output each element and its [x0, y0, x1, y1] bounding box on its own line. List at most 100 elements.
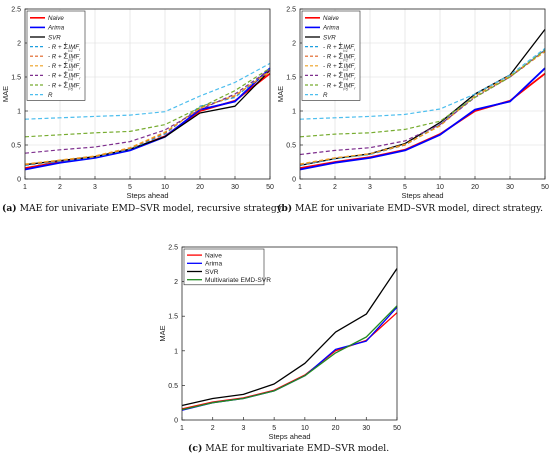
axes-box	[181, 246, 398, 421]
y-tick-label: 1	[17, 109, 21, 116]
series-line-b-8	[299, 47, 546, 120]
chart-panel-b: 1 2 3 5 10 20 30 50 0 0.5 1 1.5 2 2.5 Steps ahead MAE Na…	[275, 0, 550, 218]
legend-label: Naive	[205, 252, 222, 259]
x-tick-label: 20	[196, 184, 204, 191]
legend-label: - R + Σi=31 IMFi	[48, 61, 81, 72]
legend-label: Multivariate EMD-SVR	[205, 277, 271, 284]
legend-label: SVR	[205, 269, 219, 276]
x-axis-label: Steps ahead	[268, 432, 310, 441]
y-tick-label: 2.5	[286, 7, 296, 14]
axes-box	[299, 8, 546, 180]
series-line-b-5	[299, 51, 546, 165]
series-line-a-4	[24, 70, 271, 166]
x-tick-label: 1	[23, 184, 27, 191]
y-axis-label: MAE	[276, 86, 285, 102]
x-tick-label: 3	[241, 425, 245, 432]
x-tick-label: 50	[266, 184, 274, 191]
x-tick-label: 10	[436, 184, 444, 191]
x-tick-label: 1	[298, 184, 302, 191]
series-line-b-1	[299, 67, 546, 171]
caption-b-tag: (b)	[277, 203, 293, 214]
y-tick-label: 1	[174, 348, 178, 355]
caption-c-text: MAE for multivariate EMD–SVR model.	[205, 443, 390, 454]
legend-a: Naive Arima SVR- R + Σi=11 IMFi- R + Σi=21 I…	[26, 10, 86, 101]
y-tick-label: 1.5	[11, 75, 21, 82]
caption-a: (a) MAE for univariate EMD–SVR model, re…	[2, 203, 284, 214]
legend-label: Arima	[322, 25, 340, 32]
legend-label: Arima	[47, 25, 65, 32]
series-line-a-6	[24, 69, 271, 154]
series-line-b-7	[299, 49, 546, 138]
series-line-c-2	[181, 268, 398, 407]
chart-c-svg: 1 2 3 5 10 20 30 50 0 0.5 1 1.5 2 2.5 Steps ahead MAE Na…	[158, 245, 401, 442]
y-tick-label: 2.5	[168, 245, 178, 252]
axes-box	[24, 8, 271, 180]
x-tick-label: 30	[506, 184, 514, 191]
caption-b-text: MAE for univariate EMD–SVR model, direct…	[295, 203, 544, 214]
legend-label: Naive	[48, 15, 64, 22]
series-line-c-3	[181, 305, 398, 411]
caption-b: (b) MAE for univariate EMD–SVR model, di…	[277, 203, 543, 214]
chart-a-svg: 1 2 3 5 10 20 30 50 0 0.5 1 1.5 2 2.5 Steps ahead MAE Na…	[1, 7, 274, 201]
series-line-a-3	[24, 68, 271, 166]
legend-b: Naive Arima SVR- R + Σi=11 IMFi- R + Σi=21 I…	[301, 10, 361, 101]
legend-label: - R + Σi=11 IMFi	[323, 42, 355, 53]
x-tick-label: 20	[471, 184, 479, 191]
x-tick-label: 10	[301, 425, 309, 432]
legend-label: - R + Σi=31 IMFi	[323, 61, 356, 72]
legend-label: SVR	[48, 34, 61, 41]
chart-panel-c: 1 2 3 5 10 20 30 50 0 0.5 1 1.5 2 2.5 Steps ahead MAE Na…	[150, 237, 410, 459]
y-tick-label: 2	[17, 41, 21, 48]
x-tick-label: 50	[541, 184, 549, 191]
x-axis-label: Steps ahead	[401, 191, 443, 200]
x-tick-label: 3	[368, 184, 372, 191]
legend-label: R	[48, 92, 53, 99]
x-tick-label: 50	[393, 425, 401, 432]
x-tick-label: 2	[58, 184, 62, 191]
y-tick-label: 0	[174, 418, 178, 425]
legend-label: Arima	[205, 261, 223, 268]
chart-panel-a: 1 2 3 5 10 20 30 50 0 0.5 1 1.5 2 2.5 Steps ahead MAE Na…	[0, 0, 284, 218]
y-tick-label: 0	[292, 177, 296, 184]
caption-a-text: MAE for univariate EMD–SVR model, recurs…	[19, 203, 284, 214]
x-tick-label: 5	[272, 425, 276, 432]
y-tick-label: 1.5	[168, 314, 178, 321]
y-tick-label: 0.5	[11, 143, 21, 150]
legend-label: - R + Σi=21 IMFi	[323, 52, 356, 63]
series-line-a-5	[24, 71, 271, 165]
legend-label: Naive	[323, 15, 339, 22]
x-tick-label: 10	[161, 184, 169, 191]
y-tick-label: 1	[292, 109, 296, 116]
y-tick-label: 1.5	[286, 75, 296, 82]
legend-label: - R + Σi=41 IMFi	[323, 71, 356, 82]
y-tick-label: 2	[174, 279, 178, 286]
y-axis-label: MAE	[1, 86, 10, 102]
y-tick-label: 2	[292, 41, 296, 48]
caption-a-tag: (a)	[2, 203, 17, 214]
series-line-a-7	[24, 67, 271, 138]
legend-label: SVR	[323, 34, 336, 41]
y-tick-label: 2.5	[11, 7, 21, 14]
y-tick-label: 0	[17, 177, 21, 184]
x-tick-label: 5	[128, 184, 132, 191]
series-line-a-8	[24, 62, 271, 120]
x-tick-label: 2	[211, 425, 215, 432]
caption-c-tag: (c)	[188, 443, 203, 454]
x-tick-label: 30	[231, 184, 239, 191]
x-tick-label: 1	[180, 425, 184, 432]
y-tick-label: 0.5	[168, 383, 178, 390]
y-tick-label: 0.5	[286, 143, 296, 150]
caption-c: (c) MAE for multivariate EMD–SVR model.	[188, 443, 389, 454]
x-axis-label: Steps ahead	[126, 191, 168, 200]
y-axis-label: MAE	[158, 325, 167, 341]
legend-label: - R + Σi=11 IMFi	[48, 42, 80, 53]
legend-label: - R + Σi=51 IMFi	[323, 80, 356, 91]
x-tick-label: 3	[93, 184, 97, 191]
x-tick-label: 20	[332, 425, 340, 432]
x-tick-label: 2	[333, 184, 337, 191]
legend-label: - R + Σi=21 IMFi	[48, 52, 81, 63]
x-tick-label: 30	[362, 425, 370, 432]
legend-label: - R + Σi=51 IMFi	[48, 80, 81, 91]
legend-label: R	[323, 92, 328, 99]
